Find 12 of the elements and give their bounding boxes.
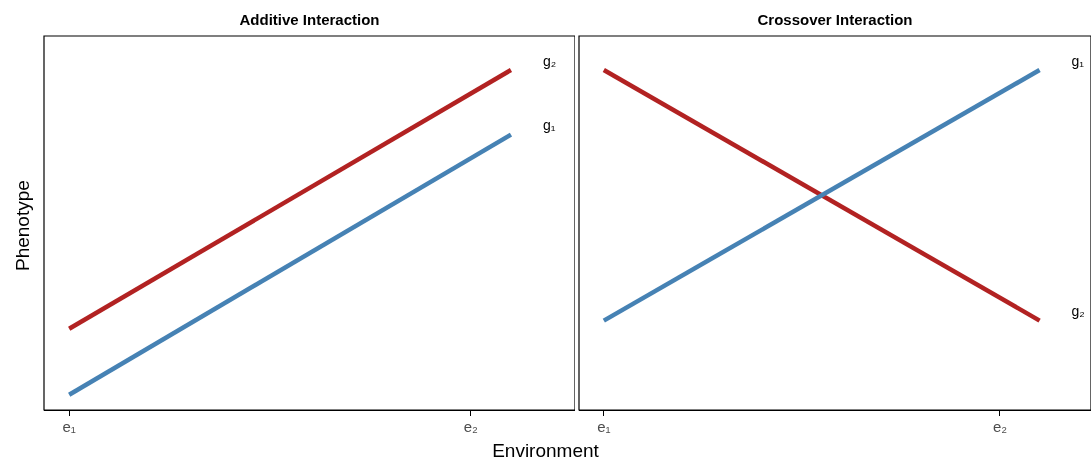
text: g₂ bbox=[542, 52, 557, 69]
x-tick-label: e₂ bbox=[992, 418, 1008, 436]
x-tick-label: e₁ bbox=[62, 418, 76, 436]
text: g₁ bbox=[542, 117, 556, 134]
chart-title: Crossover Interaction bbox=[757, 11, 913, 29]
y-axis-title: Phenotype bbox=[12, 180, 34, 271]
text: g₁ bbox=[1071, 52, 1085, 69]
text: g₂ bbox=[1071, 303, 1085, 320]
x-tick-label: e₁ bbox=[597, 418, 611, 436]
x-tick-label: e₂ bbox=[463, 418, 479, 436]
chart-title: Additive Interaction bbox=[239, 11, 380, 29]
x-axis-title: Environment bbox=[491, 440, 600, 462]
